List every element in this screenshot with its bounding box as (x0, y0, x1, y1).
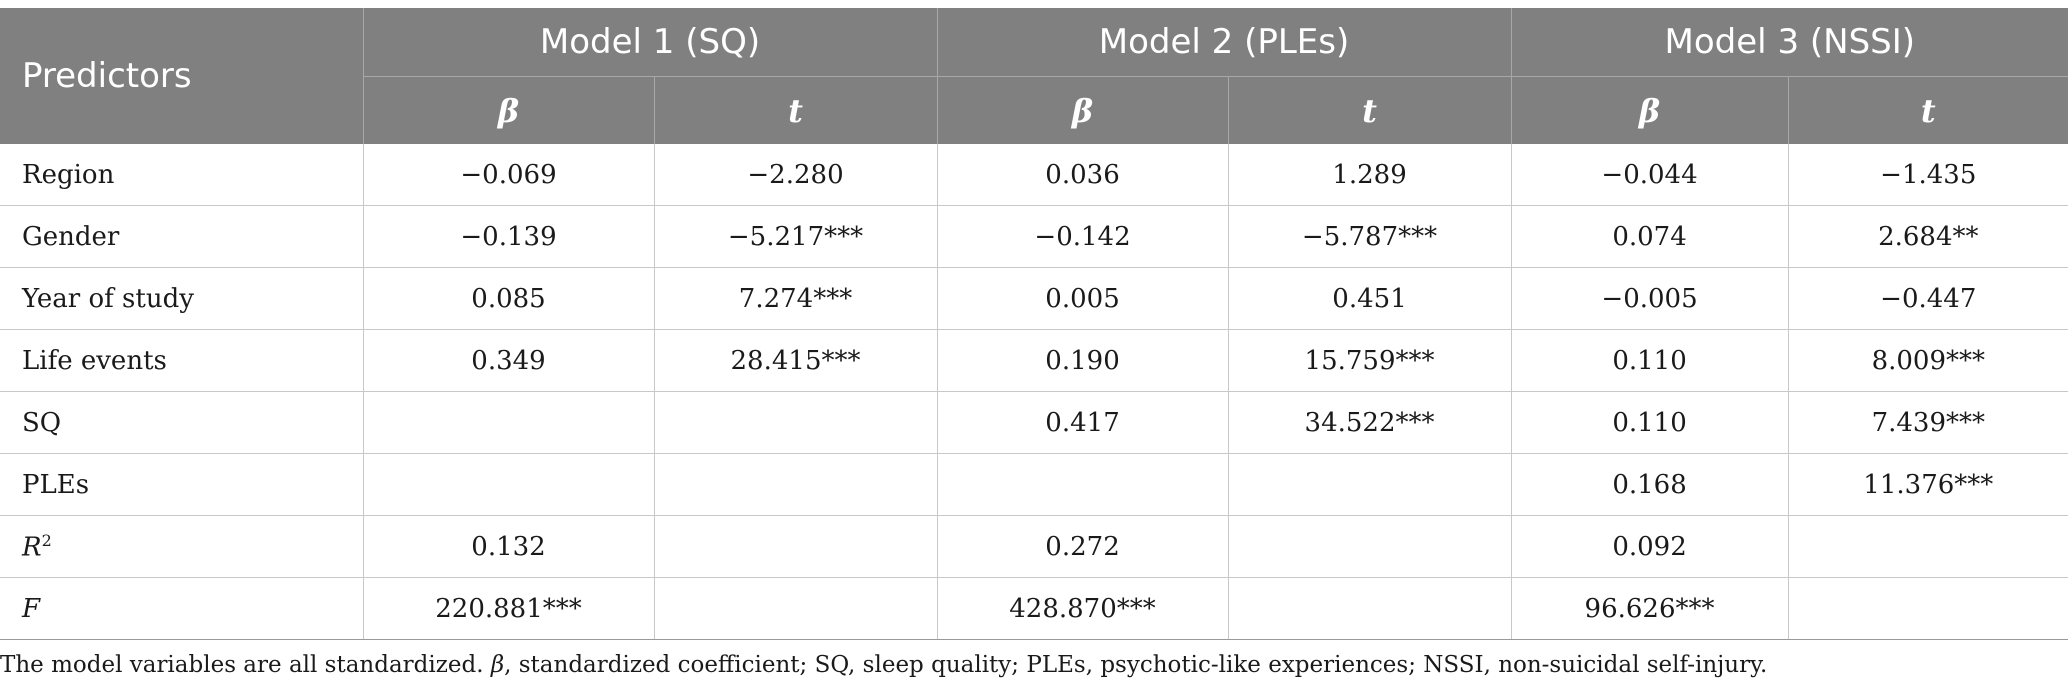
model-3-beta: 0.110 (1511, 391, 1789, 454)
table-row: Life events 0.349 28.415*** 0.190 15.759… (0, 329, 2068, 392)
table-row: PLEs 0.168 11.376*** (0, 453, 2068, 516)
model-1-beta: 0.085 (363, 267, 655, 330)
table-row: Gender −0.139 −5.217*** −0.142 −5.787***… (0, 205, 2068, 268)
model-2-f: 428.870*** (937, 577, 1229, 640)
empty-cell (1788, 577, 2068, 640)
model-1-t-header: t (654, 76, 938, 144)
model-3-header: Model 3 (NSSI) (1511, 8, 2068, 77)
row-label: Year of study (0, 267, 364, 330)
model-2-beta: −0.142 (937, 205, 1229, 268)
row-label: Life events (0, 329, 364, 392)
model-1-t (654, 453, 938, 516)
row-label: PLEs (0, 453, 364, 516)
model-3-beta-header: β (1511, 76, 1789, 144)
model-3-t: −0.447 (1788, 267, 2068, 330)
model-2-beta: 0.417 (937, 391, 1229, 454)
row-label: Region (0, 144, 364, 206)
model-1-t: −5.217*** (654, 205, 938, 268)
row-label: SQ (0, 391, 364, 454)
empty-cell (1228, 515, 1512, 578)
predictors-header: Predictors (0, 8, 364, 144)
model-3-t: 11.376*** (1788, 453, 2068, 516)
table-row: SQ 0.417 34.522*** 0.110 7.439*** (0, 391, 2068, 454)
empty-cell (654, 577, 938, 640)
model-2-t: 0.451 (1228, 267, 1512, 330)
model-2-beta (937, 453, 1229, 516)
empty-cell (1228, 577, 1512, 640)
model-2-header: Model 2 (PLEs) (937, 8, 1512, 77)
f-label: F (0, 577, 364, 640)
model-1-t: −2.280 (654, 144, 938, 206)
row-label: Gender (0, 205, 364, 268)
model-2-t: 15.759*** (1228, 329, 1512, 392)
model-1-beta: 0.349 (363, 329, 655, 392)
model-1-beta-header: β (363, 76, 655, 144)
model-3-t: 2.684** (1788, 205, 2068, 268)
model-2-beta: 0.036 (937, 144, 1229, 206)
model-1-beta: −0.069 (363, 144, 655, 206)
model-1-header: Model 1 (SQ) (363, 8, 938, 77)
model-3-beta: 0.168 (1511, 453, 1789, 516)
model-2-beta: 0.190 (937, 329, 1229, 392)
model-1-t: 7.274*** (654, 267, 938, 330)
model-1-beta (363, 391, 655, 454)
r-squared-label: R2 (0, 515, 364, 578)
model-2-t-header: t (1228, 76, 1512, 144)
empty-cell (654, 515, 938, 578)
f-statistic-row: F 220.881*** 428.870*** 96.626*** (0, 577, 2068, 640)
model-2-t: 34.522*** (1228, 391, 1512, 454)
model-2-t: −5.787*** (1228, 205, 1512, 268)
model-3-t-header: t (1788, 76, 2068, 144)
r-squared-row: R2 0.132 0.272 0.092 (0, 515, 2068, 578)
model-1-t: 28.415*** (654, 329, 938, 392)
model-2-beta-header: β (937, 76, 1229, 144)
regression-table: Predictors Model 1 (SQ) Model 2 (PLEs) M… (0, 8, 2068, 640)
header-row-stats: β t β t β t (0, 76, 2068, 144)
model-3-beta: −0.044 (1511, 144, 1789, 206)
model-2-r-squared: 0.272 (937, 515, 1229, 578)
table-row: Region −0.069 −2.280 0.036 1.289 −0.044 … (0, 144, 2068, 206)
header-row-models: Predictors Model 1 (SQ) Model 2 (PLEs) M… (0, 8, 2068, 144)
model-3-t: 8.009*** (1788, 329, 2068, 392)
model-3-f: 96.626*** (1511, 577, 1789, 640)
model-3-beta: 0.110 (1511, 329, 1789, 392)
model-3-beta: 0.074 (1511, 205, 1789, 268)
model-1-beta: −0.139 (363, 205, 655, 268)
model-3-beta: −0.005 (1511, 267, 1789, 330)
model-1-f: 220.881*** (363, 577, 655, 640)
model-3-t: −1.435 (1788, 144, 2068, 206)
empty-cell (1788, 515, 2068, 578)
model-1-r-squared: 0.132 (363, 515, 655, 578)
model-2-t (1228, 453, 1512, 516)
table-footnote: The model variables are all standardized… (0, 652, 1768, 678)
model-2-t: 1.289 (1228, 144, 1512, 206)
model-3-t: 7.439*** (1788, 391, 2068, 454)
model-2-beta: 0.005 (937, 267, 1229, 330)
table-row: Year of study 0.085 7.274*** 0.005 0.451… (0, 267, 2068, 330)
model-1-beta (363, 453, 655, 516)
model-1-t (654, 391, 938, 454)
model-3-r-squared: 0.092 (1511, 515, 1789, 578)
